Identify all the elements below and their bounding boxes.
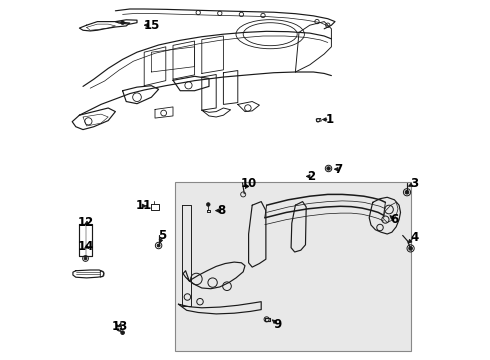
Circle shape [409, 247, 413, 250]
Text: 4: 4 [410, 231, 418, 244]
Text: 7: 7 [335, 163, 343, 176]
Circle shape [121, 21, 124, 24]
Text: 10: 10 [241, 177, 257, 190]
Text: 1: 1 [325, 113, 334, 126]
Text: 13: 13 [112, 320, 128, 333]
Circle shape [121, 331, 124, 334]
Text: 9: 9 [273, 318, 282, 330]
Circle shape [157, 244, 160, 247]
Text: 12: 12 [78, 216, 94, 229]
Circle shape [206, 203, 210, 206]
Circle shape [405, 190, 409, 194]
Text: 8: 8 [218, 204, 226, 217]
Text: 6: 6 [390, 213, 398, 226]
Text: 5: 5 [158, 229, 166, 242]
Text: 14: 14 [78, 240, 94, 253]
Circle shape [84, 257, 87, 260]
Text: 2: 2 [308, 170, 316, 183]
Circle shape [327, 167, 330, 170]
Text: 11: 11 [135, 199, 151, 212]
FancyBboxPatch shape [175, 182, 411, 351]
Text: 3: 3 [410, 177, 418, 190]
Text: 15: 15 [143, 19, 160, 32]
